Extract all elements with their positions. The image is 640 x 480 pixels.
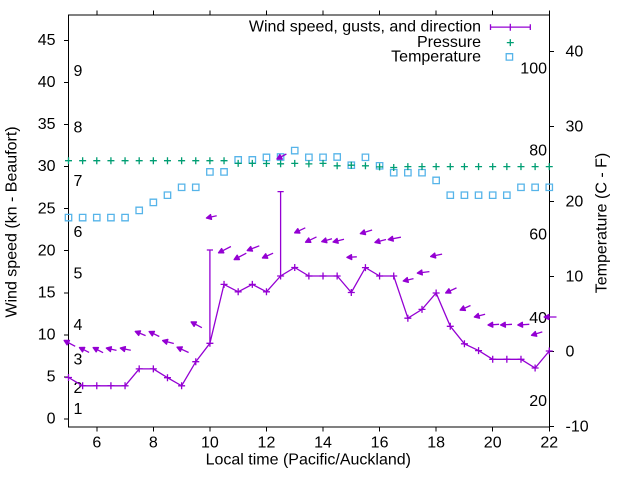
- svg-text:Wind speed, gusts, and directi: Wind speed, gusts, and direction: [249, 19, 481, 36]
- svg-text:16: 16: [371, 434, 389, 451]
- svg-text:10: 10: [38, 326, 56, 343]
- svg-text:10: 10: [201, 434, 219, 451]
- svg-text:20: 20: [484, 434, 502, 451]
- svg-text:5: 5: [74, 265, 83, 282]
- svg-text:20: 20: [566, 193, 584, 210]
- svg-text:30: 30: [566, 118, 584, 135]
- svg-text:6: 6: [92, 434, 101, 451]
- svg-text:Pressure: Pressure: [417, 34, 481, 51]
- svg-text:7: 7: [74, 173, 83, 190]
- svg-text:100: 100: [520, 61, 547, 78]
- svg-text:5: 5: [47, 369, 56, 386]
- svg-text:2: 2: [74, 380, 83, 397]
- svg-text:14: 14: [314, 434, 332, 451]
- svg-text:15: 15: [38, 284, 56, 301]
- svg-text:12: 12: [258, 434, 276, 451]
- svg-text:40: 40: [38, 74, 56, 91]
- svg-text:18: 18: [427, 434, 445, 451]
- svg-text:9: 9: [74, 63, 83, 80]
- svg-text:10: 10: [566, 268, 584, 285]
- svg-text:80: 80: [529, 143, 547, 160]
- svg-text:6: 6: [74, 224, 83, 241]
- svg-text:Local time (Pacific/Auckland): Local time (Pacific/Auckland): [206, 452, 411, 469]
- svg-text:60: 60: [529, 227, 547, 244]
- svg-text:3: 3: [74, 351, 83, 368]
- svg-text:40: 40: [566, 43, 584, 60]
- svg-text:Temperature (C - F): Temperature (C - F): [594, 153, 611, 293]
- svg-text:30: 30: [38, 158, 56, 175]
- svg-text:40: 40: [529, 310, 547, 327]
- svg-text:25: 25: [38, 200, 56, 217]
- svg-text:20: 20: [38, 242, 56, 259]
- svg-text:1: 1: [74, 401, 83, 418]
- svg-text:8: 8: [74, 119, 83, 136]
- svg-text:0: 0: [566, 343, 575, 360]
- svg-text:8: 8: [149, 434, 158, 451]
- svg-text:Temperature: Temperature: [391, 48, 481, 65]
- svg-text:35: 35: [38, 116, 56, 133]
- svg-text:45: 45: [38, 32, 56, 49]
- svg-text:0: 0: [47, 411, 56, 428]
- svg-text:Wind speed (kn - Beaufort): Wind speed (kn - Beaufort): [4, 126, 21, 317]
- svg-text:20: 20: [529, 393, 547, 410]
- svg-text:4: 4: [74, 317, 83, 334]
- svg-text:22: 22: [540, 434, 558, 451]
- svg-text:-10: -10: [566, 418, 589, 435]
